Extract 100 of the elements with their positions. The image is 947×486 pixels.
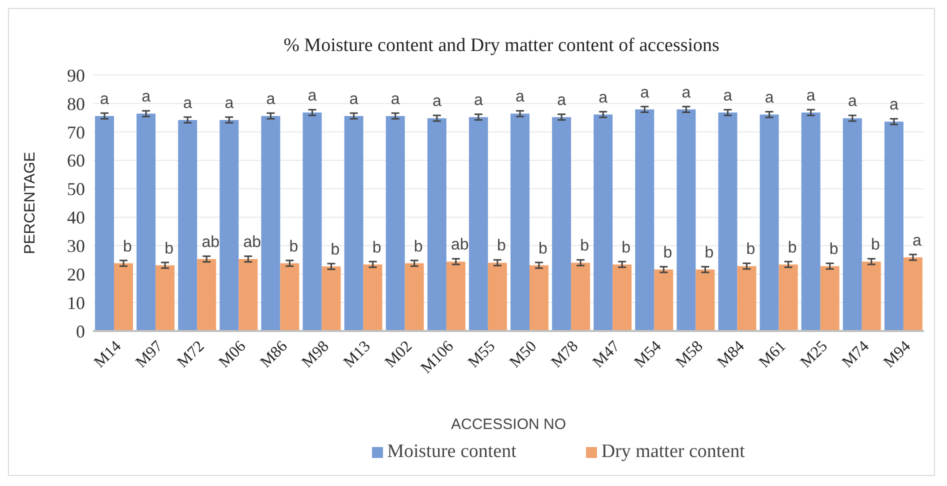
data-label: a (266, 90, 276, 108)
data-label: b (788, 239, 797, 256)
data-label: a (723, 88, 732, 105)
data-label: a (474, 92, 483, 110)
bar (446, 262, 466, 331)
data-label: b (746, 241, 756, 258)
y-axis-title: PERCENTAGE (21, 152, 38, 254)
bar (842, 118, 862, 331)
bar (404, 263, 424, 331)
bar (238, 259, 258, 331)
data-label: b (414, 238, 423, 256)
x-tick-label: M61 (756, 338, 790, 372)
bar (156, 265, 175, 331)
x-tick-label: M94 (880, 338, 914, 372)
data-label: ab (243, 234, 262, 252)
bar (778, 264, 798, 331)
data-label: ab (451, 236, 469, 254)
data-label: ab (202, 234, 220, 252)
bar (635, 109, 654, 331)
data-label: b (330, 241, 340, 258)
y-tick-label: 50 (67, 179, 85, 200)
data-label: a (640, 84, 650, 102)
chart-title: % Moisture content and Dry matter content of accessions (282, 35, 720, 57)
bar (676, 109, 696, 331)
x-tick-label: M74 (839, 338, 873, 372)
bar (220, 120, 239, 331)
x-tick-label: M84 (714, 338, 748, 372)
data-label: a (598, 90, 608, 107)
bar (322, 266, 341, 331)
bar (820, 266, 840, 331)
bar (612, 264, 632, 331)
bar (427, 118, 446, 331)
data-label: a (308, 88, 317, 105)
data-label: b (622, 239, 631, 256)
bar (654, 270, 674, 331)
y-tick-label: 0 (76, 321, 85, 342)
data-label: a (516, 88, 525, 106)
data-label: a (432, 93, 442, 110)
bar (552, 117, 572, 331)
bar (903, 257, 922, 331)
bar (95, 116, 114, 331)
bar (363, 264, 382, 331)
x-tick-label: M54 (631, 338, 665, 372)
x-tick-label: M02 (382, 338, 416, 372)
y-tick-label: 80 (67, 94, 85, 114)
data-label: b (870, 236, 880, 254)
bar (136, 114, 156, 331)
bar (696, 270, 715, 331)
data-label: b (704, 244, 714, 262)
data-label: a (224, 94, 234, 112)
bar (571, 262, 590, 331)
data-label: b (289, 238, 298, 256)
legend-label: Dry matter content (601, 441, 745, 462)
bar (488, 262, 507, 331)
data-label: a (764, 90, 774, 107)
bar (197, 259, 216, 331)
x-tick-label: M78 (548, 338, 582, 372)
x-axis-title: ACCESSION NO (450, 416, 566, 433)
data-label: a (142, 88, 151, 106)
bar (344, 116, 364, 331)
data-label: a (100, 90, 110, 108)
bar (468, 117, 488, 331)
bar (737, 266, 756, 331)
x-tick-label: M98 (298, 338, 332, 372)
bar (530, 265, 548, 331)
data-label: b (164, 240, 174, 258)
bar (884, 122, 904, 331)
data-label: a (183, 94, 192, 112)
bar (178, 120, 198, 331)
bar (801, 112, 820, 331)
bar (510, 114, 530, 331)
bar (718, 112, 738, 331)
data-label: b (372, 239, 382, 256)
y-tick-label: 30 (67, 236, 85, 256)
bar (862, 262, 881, 331)
x-tick-label: M14 (91, 338, 125, 372)
y-tick-label: 90 (67, 65, 85, 86)
y-tick-label: 20 (67, 264, 85, 284)
y-tick-label: 40 (67, 208, 85, 228)
x-tick-label: M13 (340, 338, 374, 372)
x-tick-label: M72 (174, 338, 208, 372)
data-label: a (912, 232, 922, 250)
data-label: b (538, 240, 548, 258)
data-label: a (349, 90, 358, 108)
x-tick-label: M58 (672, 338, 706, 372)
data-label: a (889, 96, 898, 114)
data-label: a (848, 93, 857, 110)
bar (760, 114, 779, 331)
legend-label: Moisture content (387, 441, 516, 462)
y-tick-label: 60 (67, 150, 85, 171)
data-label: a (390, 90, 400, 108)
bar (261, 116, 280, 331)
data-label: b (663, 244, 672, 262)
bar (114, 263, 133, 331)
data-label: a (806, 88, 816, 105)
data-label: b (123, 238, 132, 256)
y-tick-label: 70 (67, 122, 85, 142)
data-label: a (682, 84, 691, 102)
bar (386, 116, 405, 331)
bar (302, 112, 322, 331)
